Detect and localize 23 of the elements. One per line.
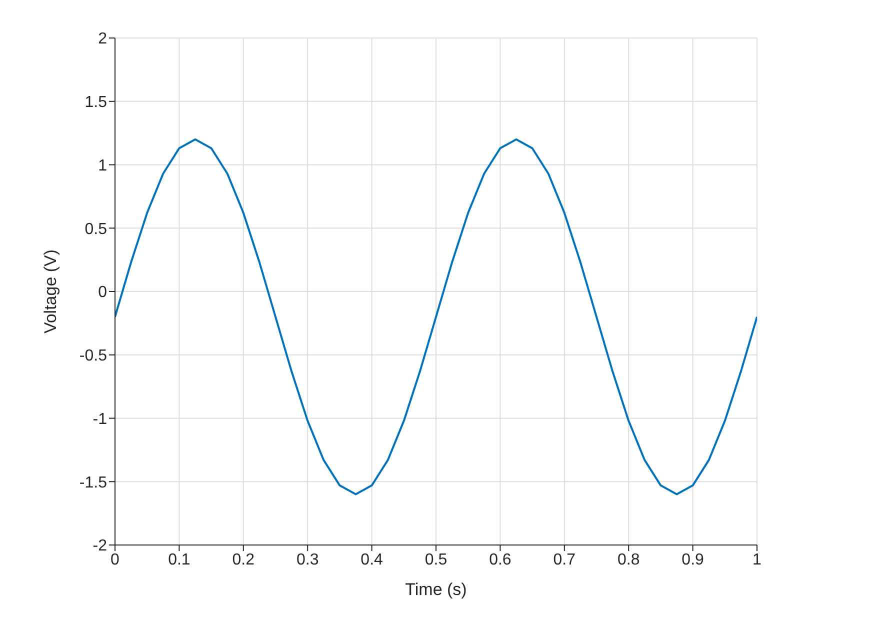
y-tick-label: 1.5 [84,94,108,112]
x-tick-label: 1 [752,551,762,568]
line-series [115,138,757,496]
y-tick-label: -1 [92,410,108,428]
x-tick-label: 0.9 [682,551,704,568]
y-tick-label: 0.5 [84,220,108,238]
x-tick-label: 0 [110,551,120,568]
x-tick-label: 0.3 [296,551,319,568]
y-tick-label: 0 [98,284,108,302]
y-tick-label: 1 [98,157,108,174]
x-tick-label: 0.7 [553,551,576,568]
y-tick-label: -0.5 [79,348,108,365]
x-tick-label: 0.6 [489,551,512,568]
y-axis-title: Voltage (V) [41,249,60,334]
x-tick-label: 0.2 [232,551,255,568]
x-tick-label: 0.1 [168,551,190,568]
y-tick-label: -2 [92,538,108,555]
x-tick-label: 0.5 [424,551,448,568]
y-tick-label: -1.5 [79,474,108,492]
x-axis-title: Time (s) [405,580,467,599]
y-tick-label: 2 [98,30,108,48]
x-tick-label: 0.4 [360,551,384,568]
x-tick-label: 0.8 [617,551,640,568]
